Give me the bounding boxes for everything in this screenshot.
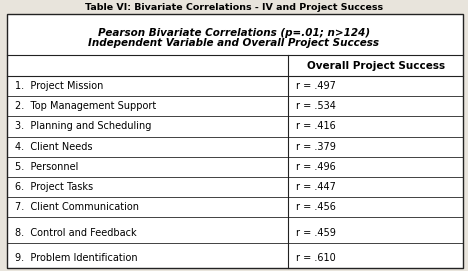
Text: r = .459: r = .459 [296, 228, 336, 238]
Text: r = .379: r = .379 [296, 142, 336, 152]
Text: 2.  Top Management Support: 2. Top Management Support [15, 101, 157, 111]
Text: r = .416: r = .416 [296, 121, 336, 131]
Text: r = .496: r = .496 [296, 162, 336, 172]
Text: r = .497: r = .497 [296, 81, 336, 91]
Text: 6.  Project Tasks: 6. Project Tasks [15, 182, 94, 192]
Text: 1.  Project Mission: 1. Project Mission [15, 81, 104, 91]
Text: 9.  Problem Identification: 9. Problem Identification [15, 253, 138, 263]
Text: Pearson Bivariate Correlations (p=.01; n>124): Pearson Bivariate Correlations (p=.01; n… [98, 28, 370, 38]
Text: Independent Variable and Overall Project Success: Independent Variable and Overall Project… [88, 38, 380, 48]
Text: r = .534: r = .534 [296, 101, 336, 111]
Text: 4.  Client Needs: 4. Client Needs [15, 142, 93, 152]
Text: r = .610: r = .610 [296, 253, 336, 263]
Text: r = .447: r = .447 [296, 182, 336, 192]
Text: r = .456: r = .456 [296, 202, 336, 212]
Text: 7.  Client Communication: 7. Client Communication [15, 202, 139, 212]
Text: Table VI: Bivariate Correlations - IV and Project Success: Table VI: Bivariate Correlations - IV an… [85, 2, 383, 11]
Text: 3.  Planning and Scheduling: 3. Planning and Scheduling [15, 121, 152, 131]
Text: Overall Project Success: Overall Project Success [307, 61, 445, 71]
Text: 8.  Control and Feedback: 8. Control and Feedback [15, 228, 137, 238]
Text: 5.  Personnel: 5. Personnel [15, 162, 79, 172]
